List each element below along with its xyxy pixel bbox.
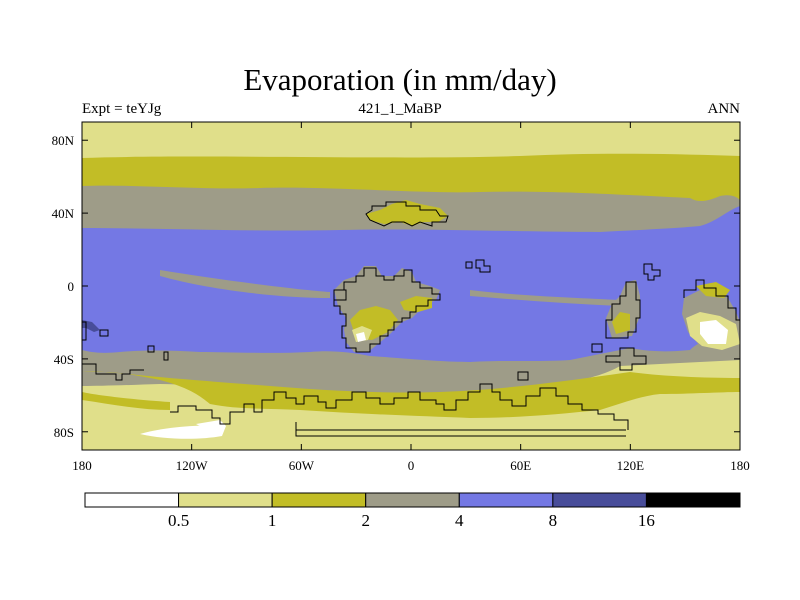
colorbar-swatch <box>645 492 741 508</box>
evap-equator-streak <box>160 270 330 298</box>
colorbar-swatch <box>458 492 554 508</box>
colorbar-label: 8 <box>549 511 558 530</box>
x-tick-label: 0 <box>408 458 415 473</box>
x-tick-label: 120W <box>176 458 209 473</box>
x-tick-label: 180 <box>72 458 92 473</box>
antarctic-white <box>140 425 226 439</box>
y-tick-label: 80N <box>52 133 75 148</box>
colorbar-label: 4 <box>455 511 464 530</box>
antarctic-white-2 <box>196 420 226 428</box>
season-label: ANN <box>707 101 741 117</box>
colorbar-label: 1 <box>268 511 277 530</box>
y-tick-label: 40S <box>54 352 74 367</box>
east-continent-dry <box>612 312 630 334</box>
coastlines <box>82 201 740 437</box>
evap-band-sh-1to2-b <box>82 392 170 410</box>
colorbar-label: 16 <box>638 511 655 530</box>
y-tick-label: 40N <box>52 206 75 221</box>
colorbar-swatch <box>178 492 273 508</box>
evap-equator-streak-east <box>470 290 620 306</box>
colorbar-swatch <box>271 492 367 508</box>
africa-white <box>356 332 366 342</box>
x-tick-label: 180 <box>730 458 750 473</box>
x-tick-label: 120E <box>617 458 645 473</box>
map-field <box>82 122 740 450</box>
se-continent-white <box>700 320 728 344</box>
colorbar-swatch <box>84 492 180 508</box>
colorbar-swatch <box>365 492 460 508</box>
nafrica-coast <box>400 296 432 312</box>
colorbar-swatch <box>552 492 647 508</box>
x-tick-label: 60W <box>289 458 315 473</box>
x-axis: 180 120W 60W 0 60E 120E 180 <box>72 122 750 473</box>
y-axis: 80N 40N 0 40S 80S <box>52 133 740 440</box>
colorbar: 0.5 1 2 4 8 16 <box>84 492 741 530</box>
y-tick-label: 0 <box>68 279 75 294</box>
experiment-label: Expt = teYJg <box>82 101 162 117</box>
x-tick-label: 60E <box>510 458 531 473</box>
plot-title: Evaporation (in mm/day) <box>243 62 557 97</box>
north-continent <box>366 200 448 226</box>
y-tick-label: 80S <box>54 425 74 440</box>
period-label: 421_1_MaBP <box>358 101 442 117</box>
colorbar-label: 0.5 <box>168 511 189 530</box>
evap-band-sh-1to2 <box>82 371 740 418</box>
antarctic-dry <box>82 427 740 450</box>
colorbar-label: 2 <box>361 511 370 530</box>
